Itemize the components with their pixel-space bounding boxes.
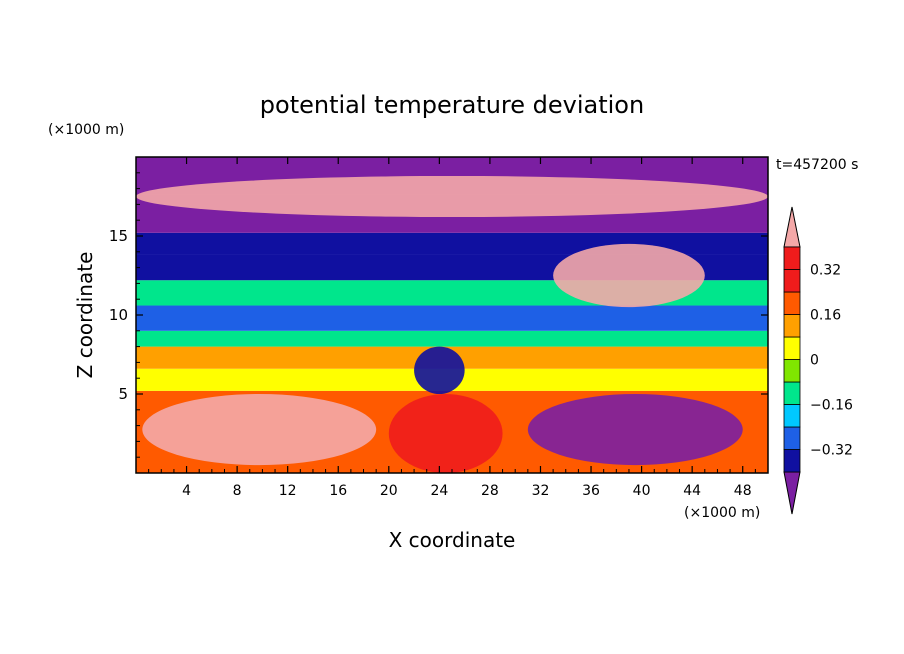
colorbar-swatch-3 [783,381,801,405]
colorbar-swatch-4 [783,359,801,383]
colorbar-swatch-7 [783,291,801,315]
field-feature-5 [414,346,465,394]
colorbar-swatch-2 [783,404,801,428]
colorbar-swatch-0 [783,449,801,473]
colorbar-swatch-1 [783,426,801,450]
colorbar-extend-high [783,206,801,248]
x-axis-label: X coordinate [389,528,516,552]
field-feature-3 [142,394,377,466]
x-tick-label-20: 20 [380,483,398,499]
x-tick-label-40: 40 [633,483,651,499]
y-tick-label-15: 15 [109,227,128,245]
x-tick-label-44: 44 [683,483,701,499]
time-label: t=457200 s [776,157,858,173]
colorbar-label-0: 0.32 [810,263,841,279]
colorbar-label-2: 0 [810,353,819,369]
field-feature-1 [553,243,705,308]
colorbar-extend-low [783,471,801,515]
colorbar-swatch-5 [783,336,801,360]
colorbar-swatch-6 [783,314,801,338]
y-axis: 5 10 15 [109,172,768,458]
colorbar-label-4: −0.32 [810,443,853,459]
y-unit-label: (×1000 m) [48,122,124,138]
value-band-4 [136,305,768,331]
x-tick-label-32: 32 [532,483,550,499]
colorbar-label-3: −0.16 [810,398,853,414]
field-feature-0 [136,175,768,218]
x-tick-label-24: 24 [430,483,448,499]
colorbar-swatch-8 [783,269,801,293]
x-tick-label-48: 48 [734,483,752,499]
x-tick-label-28: 28 [481,483,499,499]
x-tick-label-36: 36 [582,483,600,499]
value-band-3 [136,330,768,347]
y-axis-label: Z coordinate [73,252,97,379]
colorbar-swatch-9 [783,246,801,270]
field-feature-2 [527,394,743,466]
contour-field [136,157,768,473]
colorbar: 0.32 0.16 0 −0.16 −0.32 [783,206,853,515]
colorbar-label-1: 0.16 [810,308,841,324]
x-unit-label: (×1000 m) [684,505,760,521]
x-tick-label-12: 12 [279,483,297,499]
field-feature-4 [388,394,503,473]
x-tick-label-8: 8 [233,483,242,499]
x-tick-label-16: 16 [329,483,347,499]
chart-title: potential temperature deviation [260,91,644,119]
x-axis: 4 8 12 16 20 24 28 32 36 40 44 48 [148,157,756,499]
x-tick-label-4: 4 [182,483,191,499]
y-tick-label-5: 5 [118,385,128,403]
y-tick-label-10: 10 [109,306,128,324]
